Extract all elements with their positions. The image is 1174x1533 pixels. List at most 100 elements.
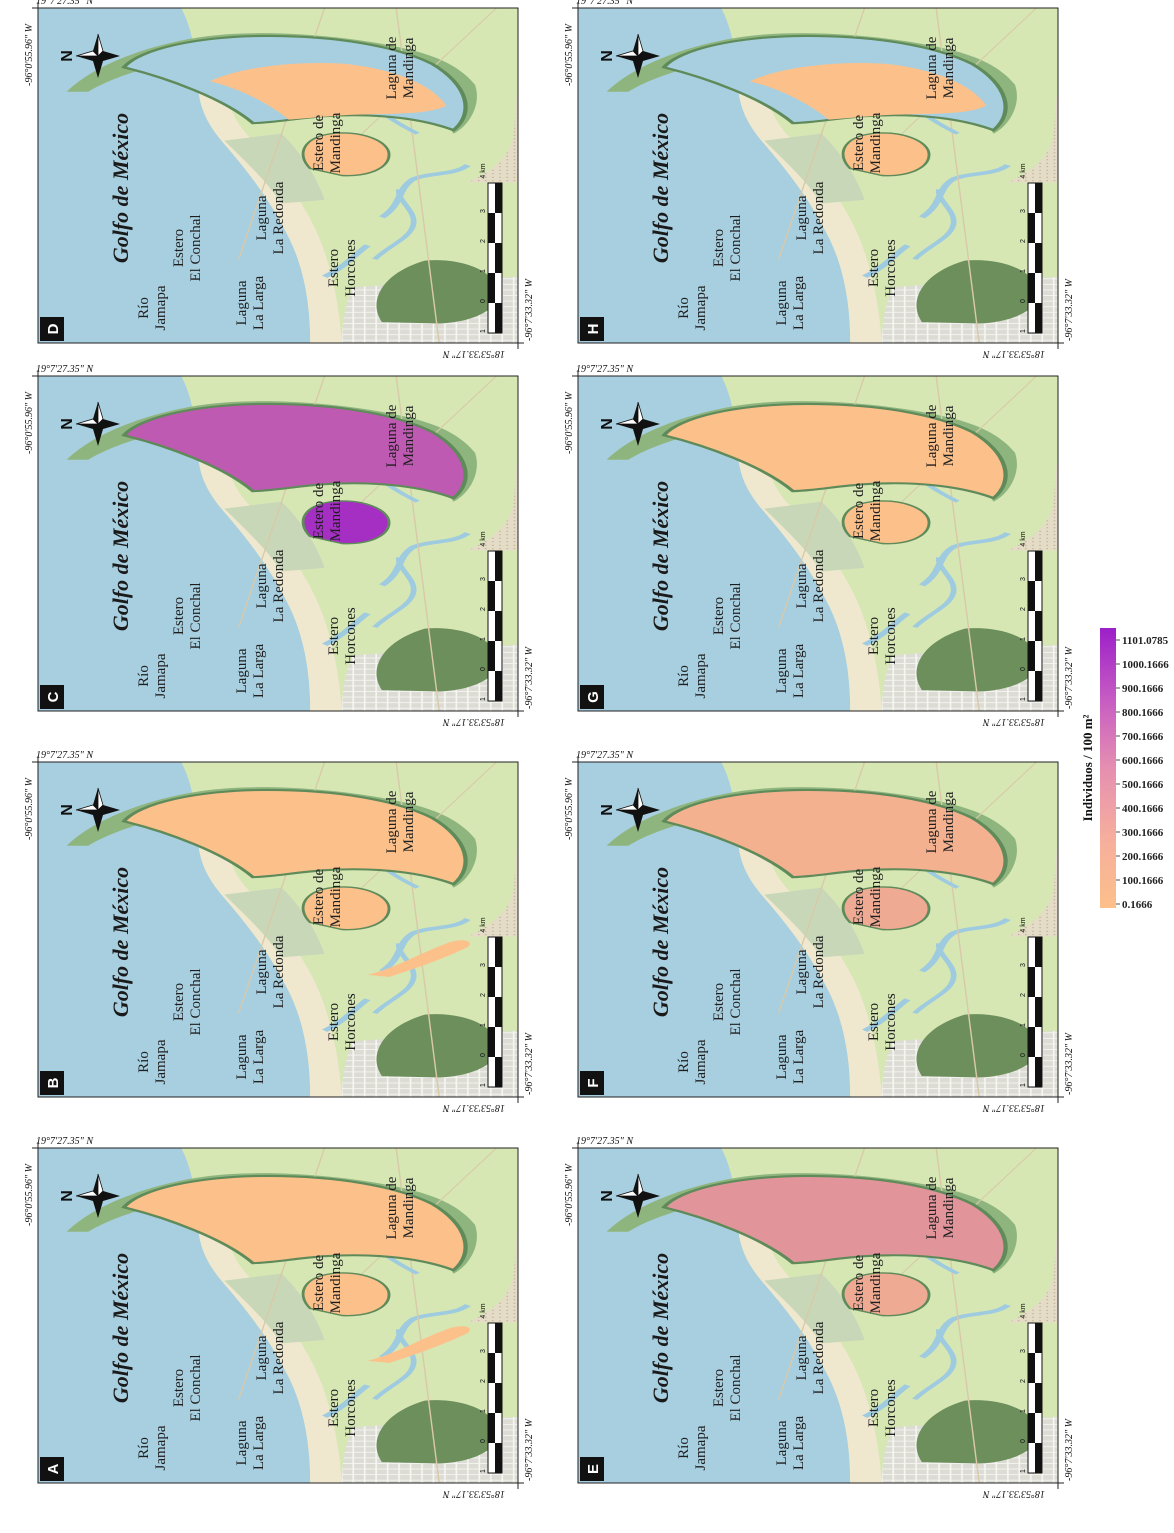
north-arrow-icon: [75, 33, 120, 78]
laguna-la-redonda-density: [841, 886, 931, 931]
svg-text:0: 0: [480, 1053, 487, 1057]
place-label-laguna-redonda: Laguna La Redonda: [794, 181, 827, 254]
svg-text:2: 2: [1020, 607, 1027, 611]
svg-text:Horcones: Horcones: [883, 1379, 899, 1437]
svg-text:0: 0: [1020, 667, 1027, 671]
place-label-rio: Río Jamapa: [676, 1425, 709, 1470]
svg-text:Mandinga: Mandinga: [941, 1177, 957, 1238]
place-label-rio: Río Jamapa: [136, 1425, 169, 1470]
place-label-laguna-redonda: Laguna La Redonda: [794, 549, 827, 622]
svg-text:Mandinga: Mandinga: [941, 791, 957, 852]
svg-text:3: 3: [1020, 963, 1027, 967]
north-arrow-icon: [615, 33, 660, 78]
place-label-rio: Río Jamapa: [136, 1039, 169, 1084]
svg-text:La Larga: La Larga: [251, 644, 267, 699]
svg-text:La Larga: La Larga: [791, 1416, 807, 1471]
svg-text:La Redonda: La Redonda: [271, 1321, 287, 1394]
svg-text:Estero de: Estero de: [311, 115, 327, 172]
place-label-estero-horcones: Estero Horcones: [866, 239, 899, 297]
coord-east-lon: -96°0'55.96" W: [564, 776, 575, 840]
place-label-estero-mandinga: Estero de Mandinga: [311, 112, 344, 173]
svg-text:1: 1: [480, 1083, 487, 1087]
svg-text:La Redonda: La Redonda: [271, 549, 287, 622]
svg-text:Estero de: Estero de: [851, 869, 867, 926]
svg-text:Jamapa: Jamapa: [153, 1425, 169, 1470]
laguna-de-mandinga-density: [121, 402, 468, 500]
gulf-label: Golfo de México: [648, 481, 673, 631]
coord-south-lat: 18°53'33.17" N: [982, 348, 1045, 359]
svg-text:1: 1: [1020, 269, 1027, 273]
svg-text:El Conchal: El Conchal: [728, 968, 744, 1035]
place-label-laguna-redonda: Laguna La Redonda: [794, 935, 827, 1008]
map-frame: [577, 7, 1059, 344]
svg-text:Mandinga: Mandinga: [868, 1252, 884, 1313]
laguna-la-larga-density: [367, 1326, 470, 1363]
svg-text:La Larga: La Larga: [251, 1030, 267, 1085]
svg-text:Estero: Estero: [711, 597, 727, 635]
place-label-rio: Río Jamapa: [676, 1039, 709, 1084]
svg-text:Estero: Estero: [866, 617, 882, 655]
place-label-laguna-mandinga: Laguna de Mandinga: [384, 790, 417, 853]
coord-east-lon: -96°0'55.96" W: [564, 1162, 575, 1226]
coord-south-lat: 18°53'33.17" N: [982, 1488, 1045, 1499]
map-frame: [577, 375, 1059, 712]
svg-text:1: 1: [1020, 697, 1027, 701]
map-frame: [37, 1147, 519, 1484]
gulf-label: Golfo de México: [648, 867, 673, 1017]
svg-text:Mandinga: Mandinga: [401, 791, 417, 852]
legend-value: 400.1666: [1122, 803, 1164, 815]
laguna-la-redonda-density: [841, 500, 931, 545]
svg-text:La Redonda: La Redonda: [271, 181, 287, 254]
place-label-laguna-redonda: Laguna La Redonda: [254, 935, 287, 1008]
north-label: N: [599, 418, 616, 430]
svg-text:1: 1: [480, 1023, 487, 1027]
svg-text:Estero: Estero: [711, 1369, 727, 1407]
panel-letter-box: [580, 685, 604, 709]
place-label-laguna-mandinga: Laguna de Mandinga: [384, 404, 417, 467]
place-label-estero-horcones: Estero Horcones: [866, 1379, 899, 1437]
north-label: N: [59, 1190, 76, 1202]
map-frame: [37, 375, 519, 712]
map-panel-b: 19°7'27.35" N -96°0'55.96" W 18°53'33.17" …: [24, 750, 535, 1113]
north-arrow-icon: [75, 401, 120, 446]
gulf-label: Golfo de México: [108, 1253, 133, 1403]
svg-text:Estero de: Estero de: [311, 1255, 327, 1312]
svg-text:Estero: Estero: [866, 1003, 882, 1041]
laguna-la-larga-density: [367, 940, 470, 977]
svg-text:Horcones: Horcones: [883, 607, 899, 665]
north-arrow-icon: [75, 1173, 120, 1218]
svg-text:Estero: Estero: [326, 1003, 342, 1041]
svg-text:La Redonda: La Redonda: [811, 1321, 827, 1394]
svg-text:Laguna: Laguna: [774, 1034, 790, 1079]
gulf-label: Golfo de México: [648, 1253, 673, 1403]
place-label-laguna-redonda: Laguna La Redonda: [254, 549, 287, 622]
svg-text:1: 1: [480, 269, 487, 273]
laguna-la-redonda-density: [301, 132, 391, 177]
svg-text:Estero: Estero: [171, 1369, 187, 1407]
svg-text:La Larga: La Larga: [251, 1416, 267, 1471]
north-label: N: [599, 1190, 616, 1202]
svg-text:Laguna de: Laguna de: [924, 790, 940, 853]
legend-value: 600.1666: [1122, 755, 1164, 767]
svg-text:4 km: 4 km: [1020, 531, 1027, 546]
coord-south-lat: 18°53'33.17" N: [442, 716, 505, 727]
svg-text:Estero: Estero: [711, 229, 727, 267]
coord-south-lat: 18°53'33.17" N: [982, 716, 1045, 727]
svg-text:Estero: Estero: [171, 229, 187, 267]
panel-letter-box: [40, 1457, 64, 1481]
svg-text:Estero de: Estero de: [851, 1255, 867, 1312]
svg-text:Río: Río: [676, 297, 692, 319]
map-panel-f: 19°7'27.35" N -96°0'55.96" W 18°53'33.17" …: [564, 750, 1075, 1113]
map-panel-h: 19°7'27.35" N -96°0'55.96" W 18°53'33.17" …: [564, 0, 1075, 359]
scale-bar: 1 0 1 2 3 4 km: [480, 531, 503, 702]
panel-letter: G: [585, 691, 602, 703]
panel-letter-box: [40, 1071, 64, 1095]
svg-text:Río: Río: [676, 665, 692, 687]
coord-west-lon: -96°7'33.32" W: [1064, 277, 1075, 341]
place-label-laguna-larga: Laguna La Larga: [774, 276, 807, 331]
svg-text:2: 2: [1020, 239, 1027, 243]
place-label-laguna-mandinga: Laguna de Mandinga: [924, 36, 957, 99]
coord-south-lat: 18°53'33.17" N: [442, 348, 505, 359]
legend-value: 1000.1666: [1122, 659, 1169, 671]
scale-bar: 1 0 1 2 3 4 km: [1020, 1303, 1043, 1474]
